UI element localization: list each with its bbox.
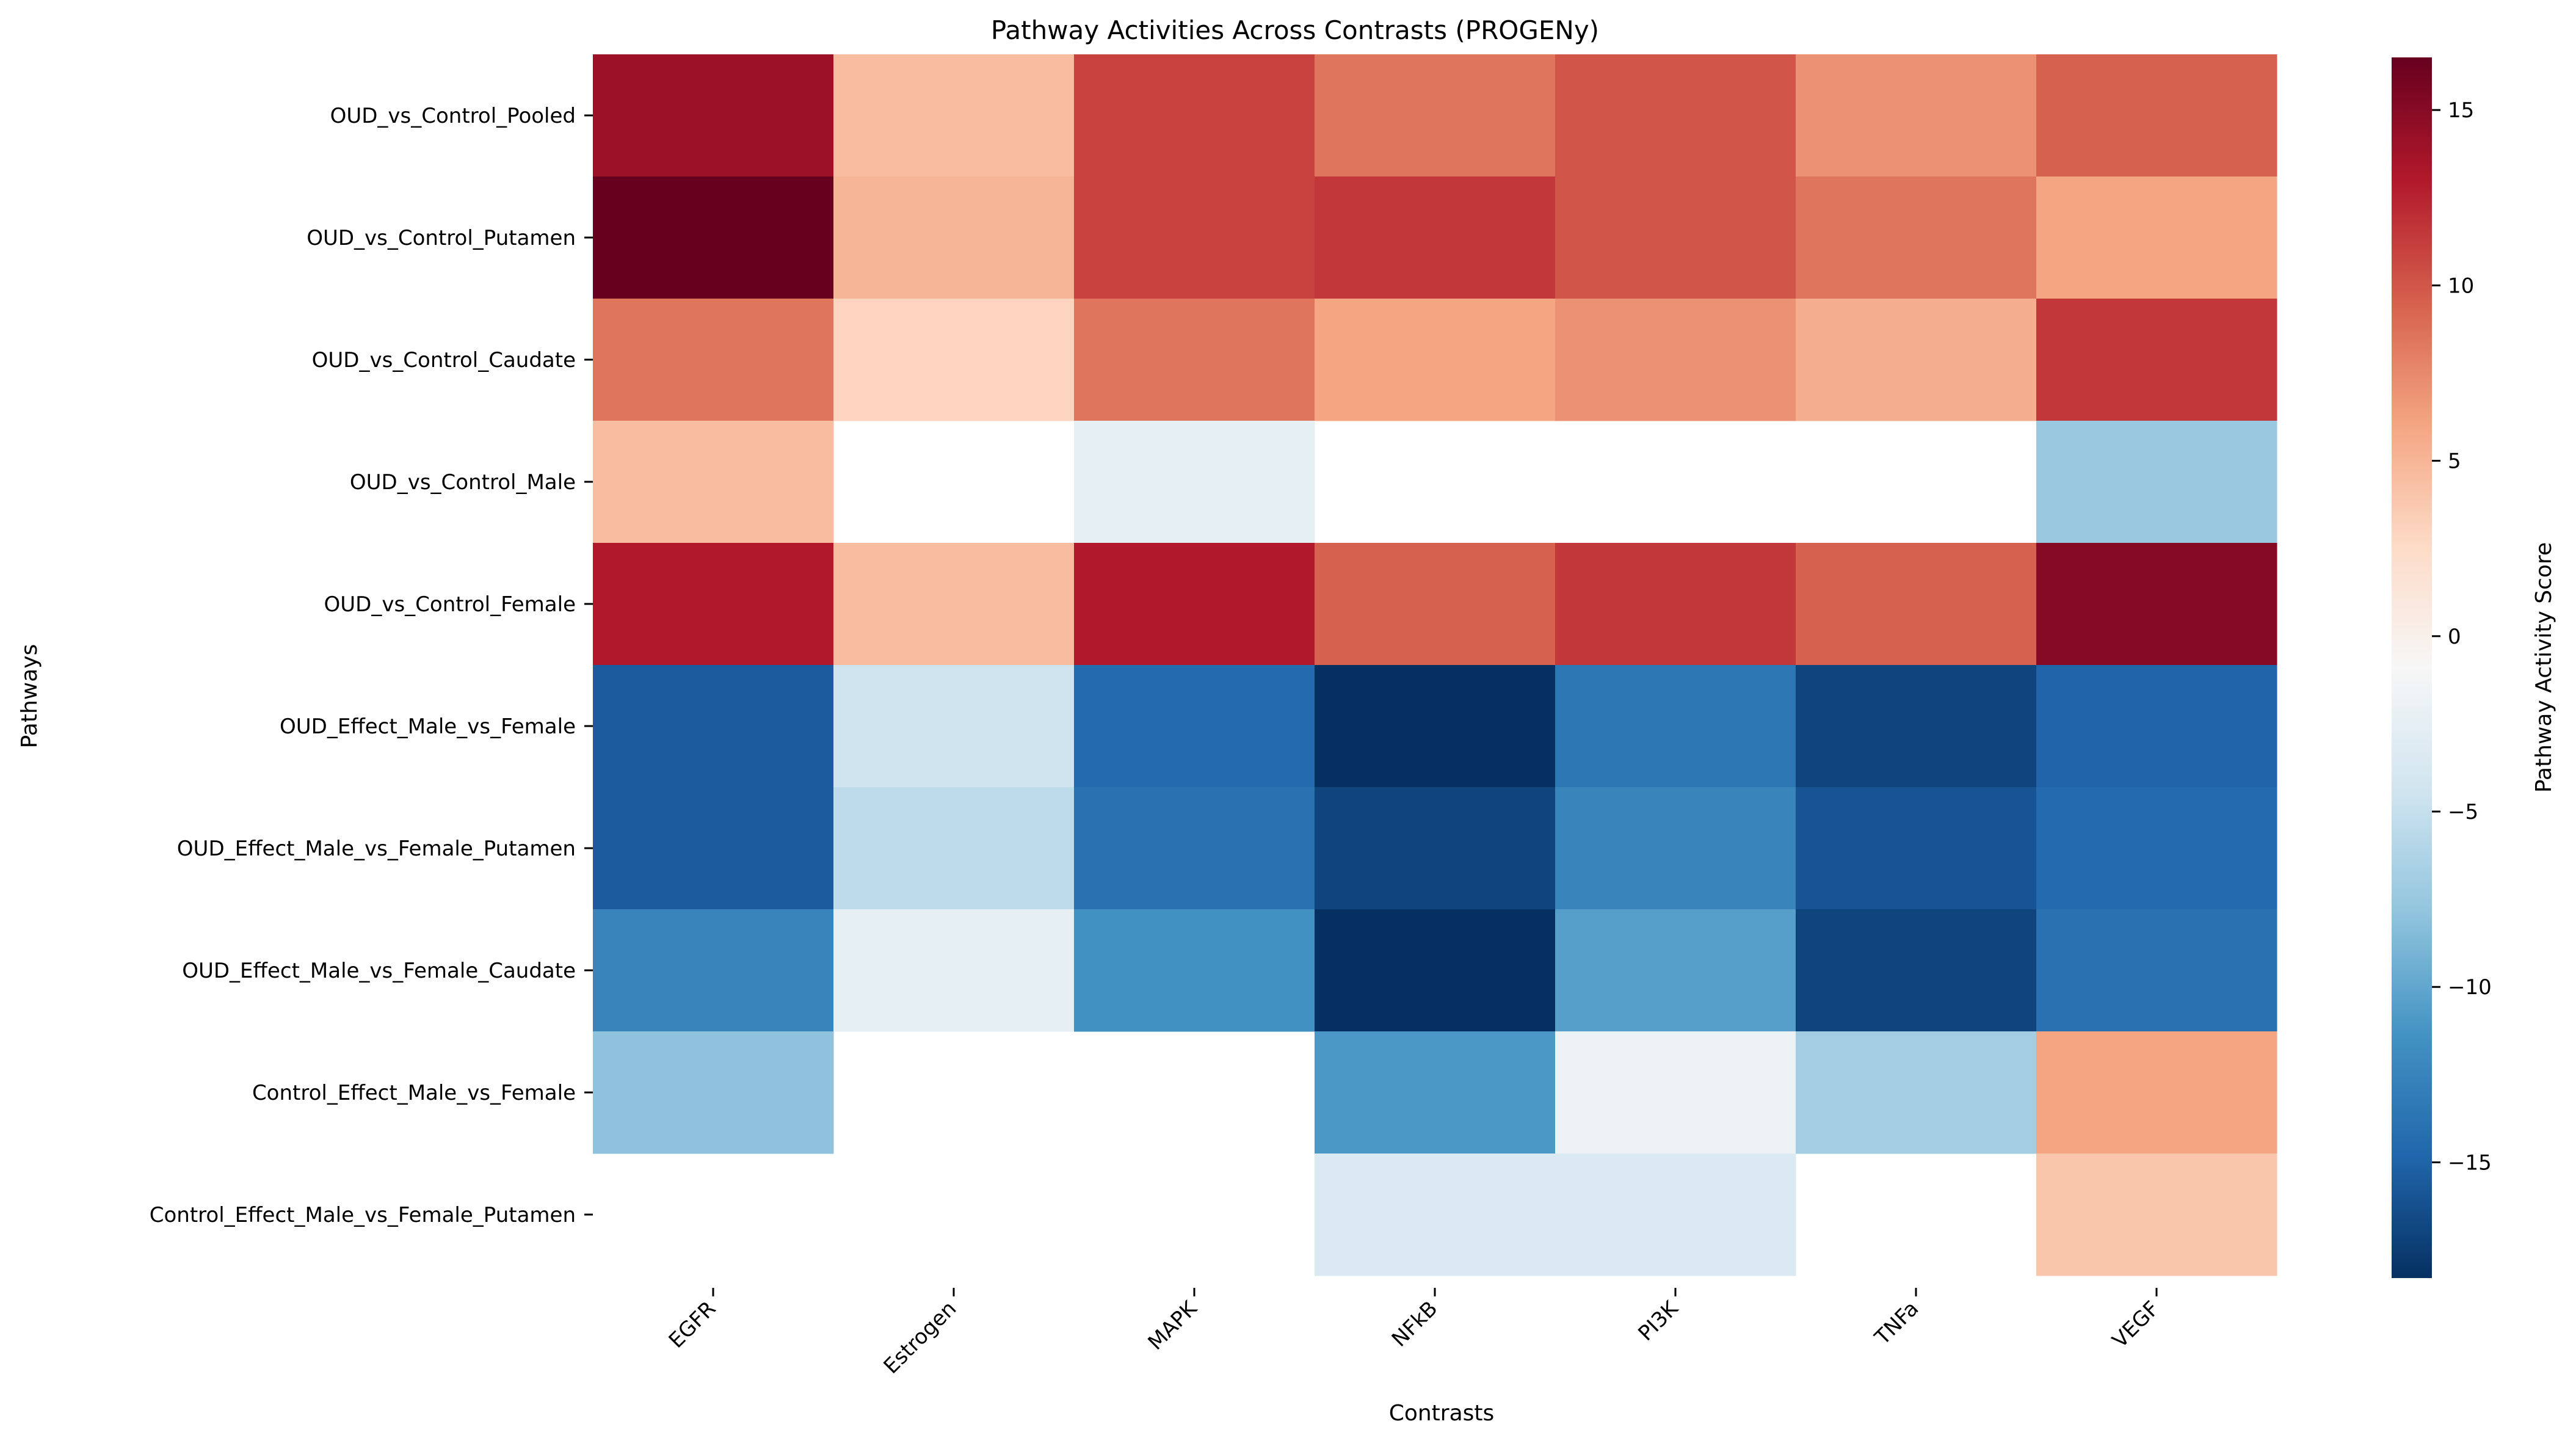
x-tick-label: VEGF [2108,1296,2164,1353]
y-axis-label: Pathways [17,644,42,749]
x-axis-ticks: EGFR Estrogen MAPK NFkB PI3K TNFa VEGF [664,1288,2164,1379]
heatmap-cell [833,543,1075,666]
heatmap-cell [593,54,834,177]
heatmap-cell [1796,787,2037,910]
colorbar [2392,57,2432,1278]
heatmap-cell [1796,665,2037,788]
colorbar-tick-label: 5 [2448,449,2461,474]
heatmap-cell [1796,1031,2037,1154]
heatmap-cell [2036,665,2277,788]
heatmap-cell [1315,665,1556,788]
y-tick-label: OUD_Effect_Male_vs_Female [280,714,576,739]
heatmap-cell [1796,299,2037,421]
heatmap-cell [1315,54,1556,177]
x-tick-label: MAPK [1144,1296,1203,1355]
y-tick-label: OUD_Effect_Male_vs_Female_Putamen [177,837,576,861]
heatmap-cell [833,299,1075,421]
heatmap-cell [1796,176,2037,299]
heatmap-cell [1074,54,1315,177]
heatmap-cell [2036,543,2277,666]
heatmap-cell [1315,543,1556,666]
heatmap-cell [833,909,1075,1032]
y-tick-label: OUD_vs_Control_Pooled [330,104,576,128]
y-tick-label: Control_Effect_Male_vs_Female [252,1081,576,1105]
heatmap-cell [1555,909,1796,1032]
heatmap-cell [1074,543,1315,666]
colorbar-ticks: 15 10 5 0 −5 −10 −15 [2432,98,2492,1175]
heatmap-cell [593,1031,834,1154]
heatmap-cell [1555,787,1796,910]
heatmap-cell [1074,421,1315,543]
heatmap-cell [2036,909,2277,1032]
heatmap-cell [593,299,834,421]
heatmap-cell [2036,1154,2277,1276]
y-tick-label: OUD_vs_Control_Caudate [312,348,576,372]
heatmap-cell [1796,54,2037,177]
y-tick-label: OUD_vs_Control_Male [350,470,576,495]
x-tick-label: TNFa [1870,1296,1923,1350]
y-tick-label: OUD_Effect_Male_vs_Female_Caudate [182,959,576,983]
heatmap-cell [1555,299,1796,421]
x-tick-label: NFkB [1387,1296,1443,1352]
heatmap-cells [593,54,2277,1276]
heatmap-cell [833,665,1075,788]
heatmap-cell [593,421,834,543]
heatmap-cell [1074,176,1315,299]
x-axis-label: Contrasts [1389,1401,1495,1426]
heatmap-cell [593,176,834,299]
heatmap-cell [1074,909,1315,1032]
heatmap-cell [1315,1031,1556,1154]
heatmap-cell [1315,1154,1556,1276]
heatmap-cell [593,787,834,910]
colorbar-tick-label: 0 [2448,625,2461,649]
heatmap-cell [593,543,834,666]
colorbar-tick-label: 15 [2448,98,2474,123]
colorbar-label: Pathway Activity Score [2531,542,2556,793]
x-tick-label: Estrogen [879,1296,962,1379]
heatmap-cell [1555,665,1796,788]
colorbar-tick-label: −5 [2448,800,2478,824]
heatmap-cell [1555,54,1796,177]
heatmap-cell [1555,543,1796,666]
heatmap-cell [833,176,1075,299]
heatmap-cell [1074,665,1315,788]
heatmap-cell [593,665,834,788]
y-tick-label: OUD_vs_Control_Putamen [307,226,576,250]
heatmap-cell [2036,421,2277,543]
colorbar-tick-label: −15 [2448,1150,2492,1175]
chart-title: Pathway Activities Across Contrasts (PRO… [991,15,1599,45]
heatmap-cell [833,54,1075,177]
heatmap-cell [1315,909,1556,1032]
colorbar-tick-label: −10 [2448,975,2492,1000]
heatmap-cell [2036,54,2277,177]
heatmap-cell [1315,787,1556,910]
y-tick-label: OUD_vs_Control_Female [324,592,576,617]
heatmap-cell [1074,299,1315,421]
y-axis-ticks: OUD_vs_Control_Pooled OUD_vs_Control_Puta… [150,104,593,1227]
heatmap-cell [1796,909,2037,1032]
y-tick-label: Control_Effect_Male_vs_Female_Putamen [150,1203,576,1227]
heatmap-cell [593,909,834,1032]
heatmap-cell [1555,176,1796,299]
heatmap-cell [1796,543,2037,666]
heatmap-cell [2036,176,2277,299]
x-tick-label: EGFR [664,1296,721,1353]
heatmap-cell [833,787,1075,910]
heatmap-cell [1074,787,1315,910]
colorbar-tick-label: 10 [2448,274,2474,298]
heatmap-cell [1555,1154,1796,1276]
heatmap-cell [2036,299,2277,421]
heatmap-cell [1315,299,1556,421]
heatmap-cell [1555,1031,1796,1154]
x-tick-label: PI3K [1633,1296,1683,1346]
heatmap-cell [1315,176,1556,299]
heatmap-cell [2036,1031,2277,1154]
heatmap-cell [2036,787,2277,910]
